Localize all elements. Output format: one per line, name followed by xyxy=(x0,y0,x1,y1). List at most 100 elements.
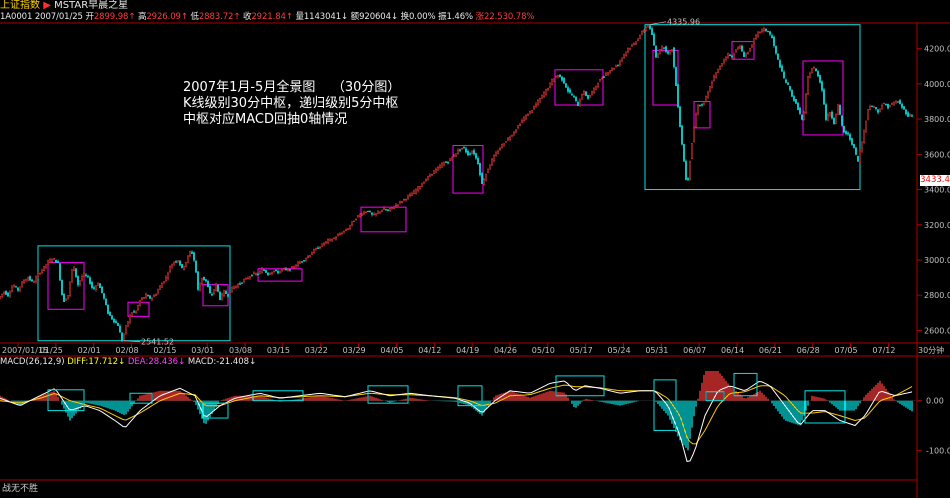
candle-body xyxy=(461,147,463,150)
candle-body xyxy=(101,286,103,293)
candle-body xyxy=(125,325,127,334)
candle-body xyxy=(153,295,155,298)
candle-body xyxy=(615,65,617,68)
candle-body xyxy=(883,102,885,105)
play-arrow-icon[interactable]: ▶ xyxy=(43,0,51,11)
candle-body xyxy=(667,51,669,54)
candle-body xyxy=(3,291,5,295)
candle-body xyxy=(195,260,197,273)
candle-body xyxy=(391,207,393,209)
open-label: 开 xyxy=(85,12,94,22)
candle-body xyxy=(823,89,825,105)
candle-body xyxy=(269,273,271,275)
candle-body xyxy=(97,283,99,286)
candle-body xyxy=(619,60,621,65)
candle-body xyxy=(863,130,865,143)
candle-body xyxy=(843,125,845,133)
candle-body xyxy=(735,49,737,53)
candle-body xyxy=(749,48,751,52)
candle-body xyxy=(417,186,419,191)
annotation-line-1: 2007年1月-5月全景图 （30分图） xyxy=(183,80,401,95)
candle-body xyxy=(825,104,827,120)
x-tick-label: 06/28 xyxy=(797,346,820,355)
amount-value: 920604 xyxy=(359,12,391,22)
x-tick-label: 2007/01/15 xyxy=(2,346,48,355)
candle-body xyxy=(355,218,357,221)
extreme-pointer xyxy=(649,21,667,26)
volume-label: 量 xyxy=(295,12,304,22)
macd-params[interactable]: MACD(26,12,9) xyxy=(0,357,65,367)
candle-body xyxy=(331,239,333,242)
candle-body xyxy=(405,198,407,201)
candle-body xyxy=(455,153,457,156)
candle-body xyxy=(647,25,649,28)
candle-body xyxy=(37,272,39,277)
candle-body xyxy=(861,141,863,153)
candle-body xyxy=(263,269,265,271)
candle-body xyxy=(829,112,831,117)
x-tick-label: 04/26 xyxy=(494,346,517,355)
candle-body xyxy=(281,268,283,271)
candle-body xyxy=(279,270,281,274)
candle-body xyxy=(717,68,719,73)
candle-body xyxy=(77,276,79,286)
candle-body xyxy=(521,120,523,123)
candle-body xyxy=(79,280,81,285)
candle-body xyxy=(365,211,367,214)
candle-body xyxy=(549,82,551,89)
extreme-label: 2541.52 xyxy=(141,338,174,347)
candle-body xyxy=(535,103,537,107)
candle-body xyxy=(157,289,159,295)
candle-body xyxy=(841,115,843,126)
candle-body xyxy=(267,272,269,276)
candle-body xyxy=(517,125,519,129)
candle-body xyxy=(47,260,49,265)
candle-body xyxy=(623,54,625,58)
candle-body xyxy=(741,45,743,52)
candle-body xyxy=(39,272,41,275)
candle-body xyxy=(15,286,17,288)
candle-body xyxy=(629,47,631,50)
close-label: 收 xyxy=(242,12,252,22)
candle-body xyxy=(729,54,731,57)
candle-body xyxy=(423,182,425,184)
candle-body xyxy=(901,103,903,108)
candle-body xyxy=(135,310,137,313)
candle-body xyxy=(787,82,789,85)
candle-body xyxy=(59,263,61,281)
candle-body xyxy=(635,41,637,45)
macd-panel: 0.00 -100.00 xyxy=(0,370,950,462)
candle-body xyxy=(701,104,703,106)
candle-body xyxy=(607,72,609,75)
candle-body xyxy=(421,183,423,188)
index-name[interactable]: 上证指数 xyxy=(0,0,40,11)
candle-body xyxy=(393,206,395,210)
candle-body xyxy=(527,114,529,116)
open-value: 2899.98 xyxy=(93,12,129,22)
candle-body xyxy=(731,55,733,58)
candle-body xyxy=(575,96,577,101)
candle-body xyxy=(511,135,513,137)
candle-body xyxy=(849,134,851,140)
candle-body xyxy=(761,29,763,32)
y-tick-label: 3400.00 xyxy=(924,186,950,195)
x-tick-label: 03/08 xyxy=(229,346,252,355)
candle-body xyxy=(661,46,663,50)
candle-body xyxy=(245,277,247,280)
candle-body xyxy=(887,103,889,109)
candle-body xyxy=(507,137,509,141)
candle-body xyxy=(147,295,149,297)
candle-body xyxy=(259,271,261,274)
candle-body xyxy=(905,109,907,115)
candle-body xyxy=(185,261,187,267)
candle-body xyxy=(543,92,545,98)
candle-body xyxy=(621,57,623,61)
candle-body xyxy=(809,73,811,79)
candle-body xyxy=(235,285,237,288)
candle-body xyxy=(835,114,837,125)
candle-body xyxy=(399,201,401,203)
candle-body xyxy=(547,88,549,91)
candle-body xyxy=(65,298,67,301)
x-tick-label: 05/31 xyxy=(645,346,668,355)
